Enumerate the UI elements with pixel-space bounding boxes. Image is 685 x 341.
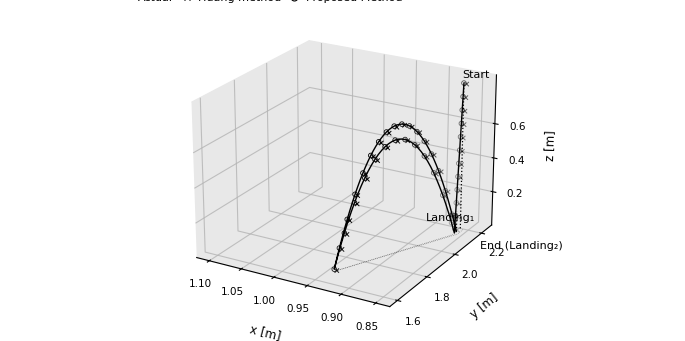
X-axis label: x [m]: x [m] bbox=[249, 322, 282, 341]
Y-axis label: y [m]: y [m] bbox=[468, 291, 501, 321]
Legend: Actual, Huang method, Proposed Method: Actual, Huang method, Proposed Method bbox=[116, 0, 406, 8]
